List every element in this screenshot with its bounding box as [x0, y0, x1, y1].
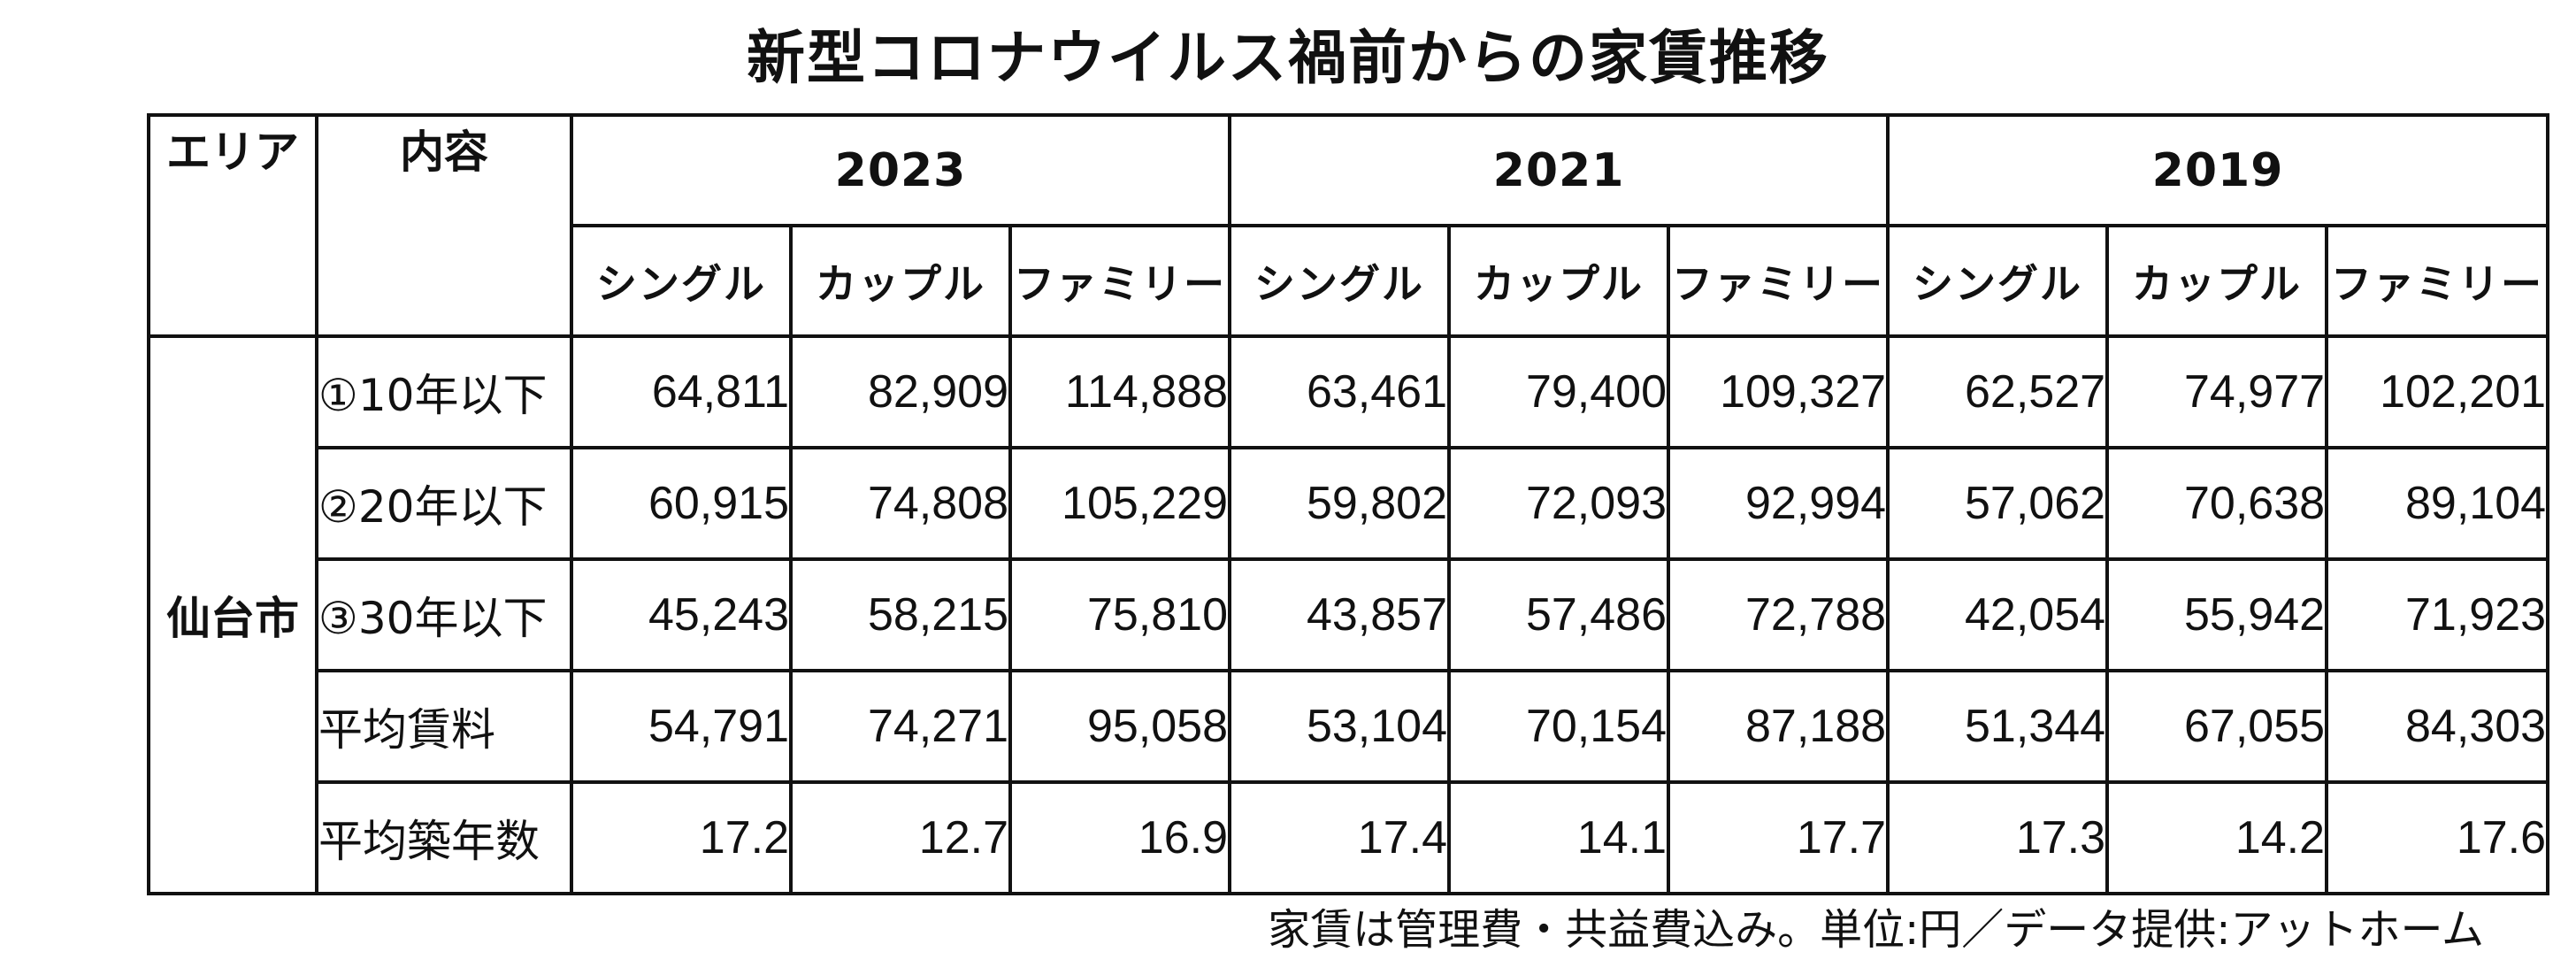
table-cell: 16.9 [1008, 780, 1232, 895]
table-cell: 72,093 [1447, 446, 1671, 561]
sub-header-single: シングル [1886, 224, 2110, 338]
area-header: エリア [147, 113, 318, 338]
table-cell: 17.2 [570, 780, 793, 895]
area-name: 仙台市 [147, 334, 318, 895]
table-cell: 102,201 [2325, 334, 2550, 449]
table-cell: 14.2 [2105, 780, 2329, 895]
table-cell: 70,638 [2105, 446, 2329, 561]
table-cell: 105,229 [1008, 446, 1232, 561]
row-label: 平均賃料 [315, 669, 573, 784]
sub-header-family: ファミリー [1667, 224, 1890, 338]
table-cell: 95,058 [1008, 669, 1232, 784]
sub-header-single: シングル [570, 224, 793, 338]
year-header-2023: 2023 [569, 113, 1232, 227]
table-cell: 72,788 [1667, 557, 1890, 672]
table-cell: 74,808 [789, 446, 1012, 561]
table-cell: 84,303 [2325, 669, 2550, 784]
row-label: ②20年以下 [315, 446, 573, 561]
table-cell: 60,915 [570, 446, 793, 561]
header-row-years: エリア 内容 2023 2021 2019 [147, 113, 2550, 338]
table-cell: 57,486 [1447, 557, 1671, 672]
table-row: 平均築年数 17.2 12.7 16.9 17.4 14.1 17.7 17.3… [149, 780, 2550, 895]
row-label: ③30年以下 [315, 557, 573, 672]
table-cell: 82,909 [789, 334, 1012, 449]
table-row: ③30年以下 45,243 58,215 75,810 43,857 57,48… [149, 557, 2550, 672]
table-cell: 67,055 [2105, 669, 2329, 784]
table-cell: 64,811 [570, 334, 793, 449]
table-cell: 54,791 [570, 669, 793, 784]
table-row: ②20年以下 60,915 74,808 105,229 59,802 72,0… [149, 446, 2550, 561]
table-cell: 42,054 [1886, 557, 2110, 672]
table-cell: 58,215 [789, 557, 1012, 672]
table-cell: 17.7 [1667, 780, 1890, 895]
table-cell: 75,810 [1008, 557, 1232, 672]
year-header-2019: 2019 [1886, 113, 2550, 227]
table-cell: 63,461 [1228, 334, 1452, 449]
table-cell: 71,923 [2325, 557, 2550, 672]
table-cell: 62,527 [1886, 334, 2110, 449]
table-cell: 17.6 [2325, 780, 2550, 895]
table-cell: 59,802 [1228, 446, 1452, 561]
table-row: 仙台市 ①10年以下 64,811 82,909 114,888 63,461 … [147, 334, 2550, 895]
table-cell: 109,327 [1667, 334, 1890, 449]
table-cell: 55,942 [2105, 557, 2329, 672]
header-row-types: シングル カップル ファミリー シングル カップル ファミリー シングル カップ… [149, 224, 2550, 338]
row-label: ①10年以下 [315, 334, 573, 449]
sub-header-family: ファミリー [1008, 224, 1232, 338]
year-header-2021: 2021 [1228, 113, 1890, 227]
table-cell: 92,994 [1667, 446, 1890, 561]
table-cell: 12.7 [789, 780, 1012, 895]
sub-header-family: ファミリー [2325, 224, 2550, 338]
sub-header-couple: カップル [2105, 224, 2329, 338]
page-title: 新型コロナウイルス禍前からの家賃推移 [747, 24, 1829, 92]
content-header: 内容 [315, 113, 573, 338]
table-cell: 14.1 [1447, 780, 1671, 895]
table-cell: 17.3 [1886, 780, 2110, 895]
table-cell: 87,188 [1667, 669, 1890, 784]
sub-header-couple: カップル [1447, 224, 1671, 338]
table-cell: 74,271 [789, 669, 1012, 784]
footnote: 家賃は管理費・共益費込み。単位:円／データ提供:アットホーム [1268, 905, 2484, 955]
table-cell: 79,400 [1447, 334, 1671, 449]
table-cell: 51,344 [1886, 669, 2110, 784]
table-cell: 70,154 [1447, 669, 1671, 784]
row-label: 平均築年数 [315, 780, 573, 895]
table-cell: 43,857 [1228, 557, 1452, 672]
sub-header-couple: カップル [789, 224, 1012, 338]
table-cell: 17.4 [1228, 780, 1452, 895]
table-cell: 57,062 [1886, 446, 2110, 561]
sub-header-single: シングル [1228, 224, 1452, 338]
rent-table: エリア 内容 2023 2021 2019 シングル カップル ファミリー シン… [147, 113, 2550, 895]
table-cell: 89,104 [2325, 446, 2550, 561]
table-cell: 74,977 [2105, 334, 2329, 449]
table-cell: 114,888 [1008, 334, 1232, 449]
table-cell: 53,104 [1228, 669, 1452, 784]
table-row: 平均賃料 54,791 74,271 95,058 53,104 70,154 … [149, 669, 2550, 784]
table-cell: 45,243 [570, 557, 793, 672]
